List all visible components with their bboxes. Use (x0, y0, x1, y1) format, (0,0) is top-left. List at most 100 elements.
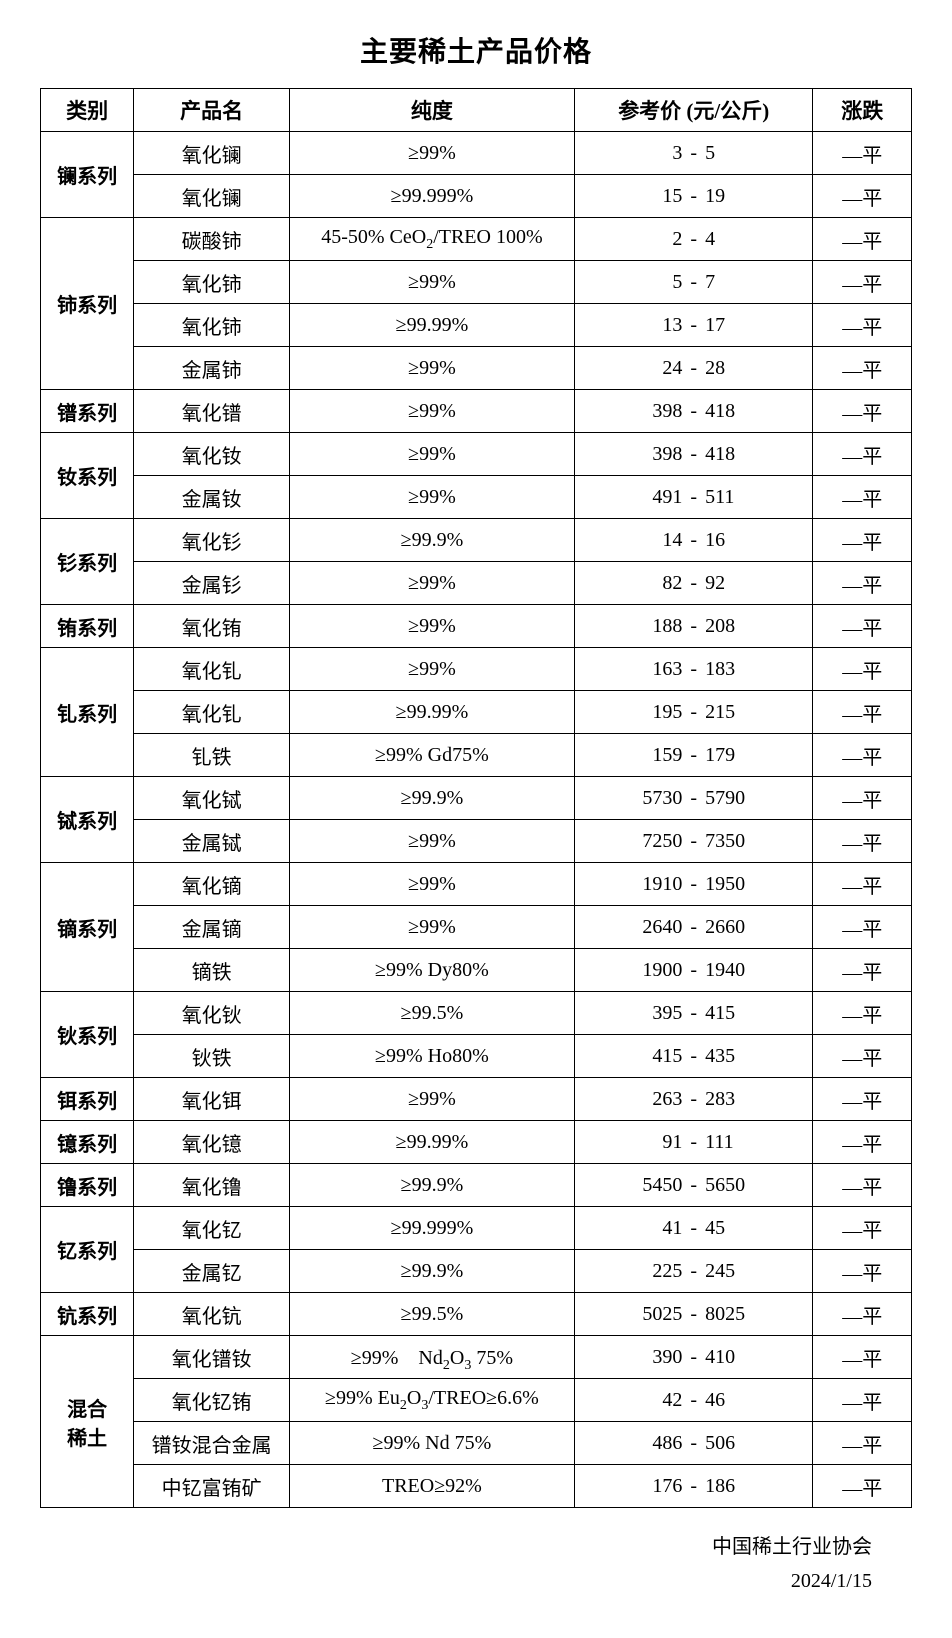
product-cell: 氧化钇铕 (134, 1379, 290, 1422)
purity-cell: ≥99.9% (289, 519, 574, 562)
col-product: 产品名 (134, 89, 290, 132)
trend-cell: —平 (813, 1250, 912, 1293)
price-cell: 5-7 (574, 261, 812, 304)
product-cell: 氧化钐 (134, 519, 290, 562)
price-cell: 395-415 (574, 992, 812, 1035)
category-cell: 镧系列 (41, 132, 134, 218)
product-cell: 金属铈 (134, 347, 290, 390)
trend-cell: —平 (813, 1465, 912, 1508)
trend-cell: —平 (813, 304, 912, 347)
product-cell: 氧化镧 (134, 132, 290, 175)
purity-cell: ≥99.999% (289, 175, 574, 218)
purity-cell: ≥99% (289, 433, 574, 476)
purity-cell: ≥99.9% (289, 1250, 574, 1293)
table-row: 镝系列氧化镝≥99%1910-1950—平 (41, 863, 912, 906)
table-row: 钇系列氧化钇≥99.999%41-45—平 (41, 1207, 912, 1250)
purity-cell: ≥99% Eu2O3/TREO≥6.6% (289, 1379, 574, 1422)
product-cell: 钬铁 (134, 1035, 290, 1078)
table-row: 钪系列氧化钪≥99.5%5025-8025—平 (41, 1293, 912, 1336)
trend-cell: —平 (813, 1379, 912, 1422)
category-cell: 钕系列 (41, 433, 134, 519)
table-row: 氧化钇铕≥99% Eu2O3/TREO≥6.6%42-46—平 (41, 1379, 912, 1422)
product-cell: 氧化镝 (134, 863, 290, 906)
footer-date: 2024/1/15 (40, 1564, 872, 1598)
purity-cell: ≥99% (289, 132, 574, 175)
price-cell: 163-183 (574, 648, 812, 691)
product-cell: 金属钕 (134, 476, 290, 519)
table-row: 金属铽≥99%7250-7350—平 (41, 820, 912, 863)
trend-cell: —平 (813, 691, 912, 734)
trend-cell: —平 (813, 175, 912, 218)
table-row: 钬系列氧化钬≥99.5%395-415—平 (41, 992, 912, 1035)
price-cell: 1900-1940 (574, 949, 812, 992)
trend-cell: —平 (813, 992, 912, 1035)
trend-cell: —平 (813, 949, 912, 992)
trend-cell: —平 (813, 1035, 912, 1078)
product-cell: 氧化钆 (134, 648, 290, 691)
table-row: 氧化铈≥99%5-7—平 (41, 261, 912, 304)
product-cell: 氧化铽 (134, 777, 290, 820)
table-row: 金属钕≥99%491-511—平 (41, 476, 912, 519)
price-cell: 486-506 (574, 1422, 812, 1465)
table-row: 氧化铈≥99.99%13-17—平 (41, 304, 912, 347)
product-cell: 氧化钆 (134, 691, 290, 734)
table-row: 镨系列氧化镨≥99%398-418—平 (41, 390, 912, 433)
table-row: 混合稀土氧化镨钕≥99% Nd2O3 75%390-410—平 (41, 1336, 912, 1379)
purity-cell: ≥99% (289, 562, 574, 605)
price-cell: 42-46 (574, 1379, 812, 1422)
purity-cell: ≥99% (289, 476, 574, 519)
purity-cell: ≥99.5% (289, 1293, 574, 1336)
table-row: 钐系列氧化钐≥99.9%14-16—平 (41, 519, 912, 562)
product-cell: 氧化镥 (134, 1164, 290, 1207)
category-cell: 铽系列 (41, 777, 134, 863)
category-cell: 铒系列 (41, 1078, 134, 1121)
category-cell: 镨系列 (41, 390, 134, 433)
category-cell: 钐系列 (41, 519, 134, 605)
trend-cell: —平 (813, 1422, 912, 1465)
table-row: 金属钐≥99%82-92—平 (41, 562, 912, 605)
trend-cell: —平 (813, 562, 912, 605)
trend-cell: —平 (813, 261, 912, 304)
product-cell: 镝铁 (134, 949, 290, 992)
category-cell: 铕系列 (41, 605, 134, 648)
col-trend: 涨跌 (813, 89, 912, 132)
footer-org: 中国稀土行业协会 (40, 1530, 872, 1564)
purity-cell: ≥99.99% (289, 1121, 574, 1164)
price-cell: 188-208 (574, 605, 812, 648)
product-cell: 氧化镧 (134, 175, 290, 218)
purity-cell: ≥99% Gd75% (289, 734, 574, 777)
product-cell: 氧化钕 (134, 433, 290, 476)
price-cell: 225-245 (574, 1250, 812, 1293)
table-row: 钆铁≥99% Gd75%159-179—平 (41, 734, 912, 777)
price-cell: 41-45 (574, 1207, 812, 1250)
price-cell: 176-186 (574, 1465, 812, 1508)
purity-cell: ≥99.99% (289, 691, 574, 734)
product-cell: 氧化镨 (134, 390, 290, 433)
col-category: 类别 (41, 89, 134, 132)
price-cell: 2640-2660 (574, 906, 812, 949)
trend-cell: —平 (813, 1121, 912, 1164)
table-row: 铽系列氧化铽≥99.9%5730-5790—平 (41, 777, 912, 820)
product-cell: 镨钕混合金属 (134, 1422, 290, 1465)
table-row: 金属钇≥99.9%225-245—平 (41, 1250, 912, 1293)
price-cell: 5025-8025 (574, 1293, 812, 1336)
trend-cell: —平 (813, 734, 912, 777)
product-cell: 金属钇 (134, 1250, 290, 1293)
trend-cell: —平 (813, 433, 912, 476)
product-cell: 氧化铈 (134, 261, 290, 304)
table-row: 铒系列氧化铒≥99%263-283—平 (41, 1078, 912, 1121)
category-cell: 混合稀土 (41, 1336, 134, 1508)
trend-cell: —平 (813, 132, 912, 175)
purity-cell: ≥99% (289, 261, 574, 304)
col-purity: 纯度 (289, 89, 574, 132)
purity-cell: ≥99% Nd2O3 75% (289, 1336, 574, 1379)
price-cell: 398-418 (574, 433, 812, 476)
product-cell: 钆铁 (134, 734, 290, 777)
purity-cell: ≥99.9% (289, 777, 574, 820)
price-cell: 415-435 (574, 1035, 812, 1078)
category-cell: 钆系列 (41, 648, 134, 777)
trend-cell: —平 (813, 519, 912, 562)
product-cell: 氧化镱 (134, 1121, 290, 1164)
trend-cell: —平 (813, 347, 912, 390)
trend-cell: —平 (813, 648, 912, 691)
